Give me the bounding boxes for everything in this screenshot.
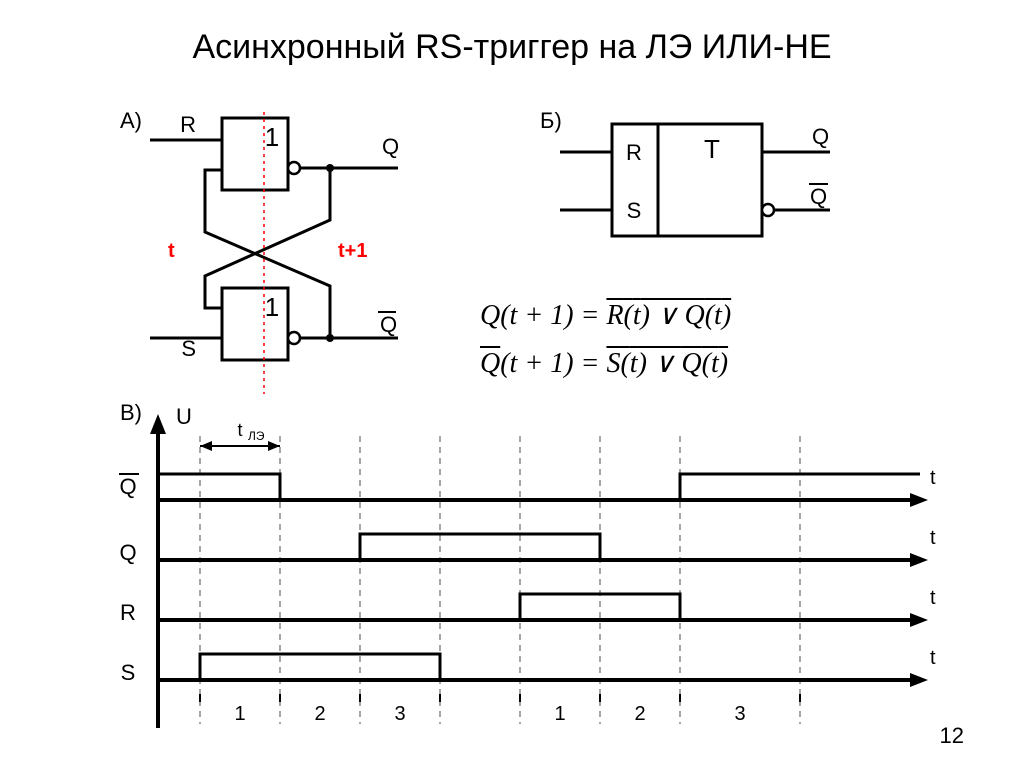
svg-text:Q: Q bbox=[812, 124, 829, 149]
svg-text:R: R bbox=[180, 112, 196, 137]
svg-text:t: t bbox=[930, 647, 936, 669]
diagram-a: 1 R Q 1 S Q bbox=[150, 112, 399, 394]
timing-diagram: U t ЛЭ bbox=[119, 404, 936, 728]
svg-text:3: 3 bbox=[734, 703, 745, 725]
svg-text:2: 2 bbox=[314, 703, 325, 725]
svg-text:1: 1 bbox=[265, 122, 279, 152]
svg-text:1: 1 bbox=[554, 703, 565, 725]
page-number: 12 bbox=[940, 723, 964, 749]
svg-text:t: t bbox=[237, 420, 242, 440]
svg-text:1: 1 bbox=[265, 292, 279, 322]
svg-text:R: R bbox=[120, 600, 136, 625]
svg-text:S: S bbox=[121, 660, 136, 685]
diagram-svg: 1 R Q 1 S Q bbox=[0, 0, 1024, 767]
svg-text:S: S bbox=[627, 198, 642, 223]
svg-text:t: t bbox=[930, 527, 936, 549]
svg-text:R: R bbox=[626, 140, 642, 165]
svg-text:Q: Q bbox=[810, 184, 827, 209]
svg-text:t: t bbox=[930, 587, 936, 609]
svg-text:ЛЭ: ЛЭ bbox=[248, 429, 265, 443]
diagram-b: T R S Q Q bbox=[560, 124, 830, 236]
svg-text:t: t bbox=[930, 467, 936, 489]
svg-text:Q: Q bbox=[119, 474, 136, 499]
svg-text:Q: Q bbox=[382, 134, 399, 159]
svg-text:1: 1 bbox=[234, 703, 245, 725]
svg-text:2: 2 bbox=[634, 703, 645, 725]
svg-text:3: 3 bbox=[394, 703, 405, 725]
svg-text:Q: Q bbox=[380, 312, 397, 337]
svg-text:S: S bbox=[181, 336, 196, 361]
svg-text:T: T bbox=[704, 134, 720, 164]
svg-text:U: U bbox=[176, 404, 192, 429]
svg-text:Q: Q bbox=[119, 540, 136, 565]
